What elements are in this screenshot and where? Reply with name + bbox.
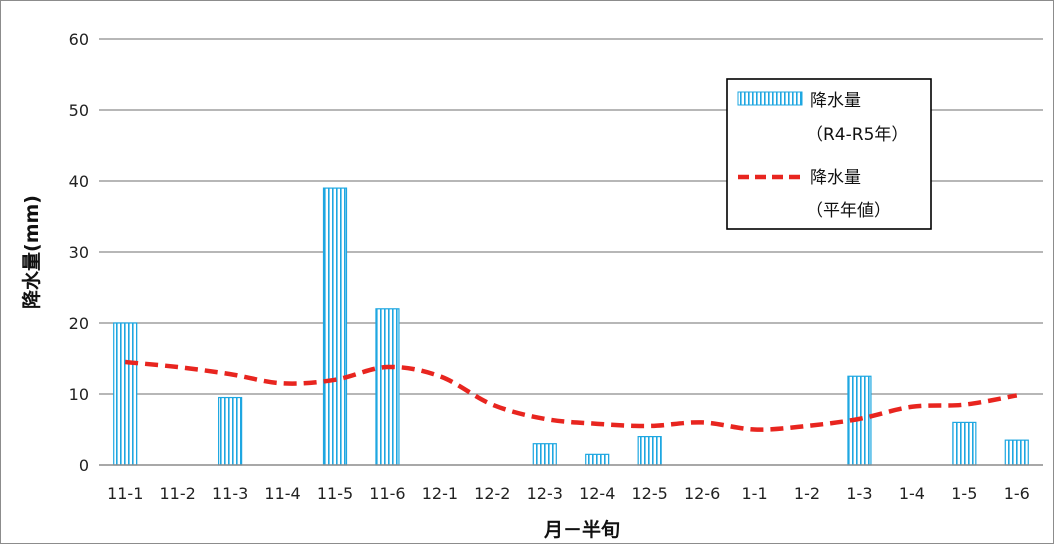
x-tick-label: 12-2 xyxy=(474,484,510,503)
legend-box xyxy=(726,78,932,230)
x-tick-label: 1-4 xyxy=(899,484,925,503)
bar-series xyxy=(113,187,1029,466)
x-axis-title: 月－半旬 xyxy=(543,518,620,541)
bar xyxy=(113,322,138,466)
y-tick-label: 40 xyxy=(69,172,89,191)
y-axis-ticks: 0 10 20 30 40 50 60 xyxy=(69,30,89,475)
legend-bar-label-line2: （R4-R5年） xyxy=(806,125,908,145)
bar xyxy=(532,443,557,466)
legend: 降水量 （R4-R5年） 降水量 （平年値） xyxy=(726,78,932,230)
y-tick-label: 30 xyxy=(69,243,89,262)
x-tick-label: 12-4 xyxy=(579,484,615,503)
x-tick-label: 1-2 xyxy=(794,484,820,503)
y-tick-label: 60 xyxy=(69,30,89,49)
bar xyxy=(952,421,977,466)
bar xyxy=(375,308,400,466)
legend-line-label-line1: 降水量 xyxy=(810,168,861,188)
y-tick-label: 0 xyxy=(79,456,89,475)
x-tick-label: 11-1 xyxy=(107,484,143,503)
x-tick-label: 1-3 xyxy=(846,484,872,503)
x-tick-label: 11-4 xyxy=(264,484,300,503)
x-tick-label: 12-6 xyxy=(684,484,720,503)
bar xyxy=(637,436,662,466)
bar xyxy=(1004,439,1029,466)
gridlines xyxy=(99,38,1043,395)
y-axis-title: 降水量(mm) xyxy=(20,195,43,309)
y-tick-label: 10 xyxy=(69,385,89,404)
x-tick-label: 1-5 xyxy=(951,484,977,503)
x-tick-label: 12-3 xyxy=(527,484,563,503)
x-tick-label: 11-3 xyxy=(212,484,248,503)
x-tick-label: 1-6 xyxy=(1004,484,1030,503)
x-tick-label: 12-5 xyxy=(632,484,668,503)
bar xyxy=(218,396,243,466)
bar xyxy=(585,453,610,466)
x-tick-label: 11-5 xyxy=(317,484,353,503)
bar xyxy=(322,187,348,466)
legend-line-label-line2: （平年値） xyxy=(806,201,891,221)
y-tick-label: 20 xyxy=(69,314,89,333)
y-tick-label: 50 xyxy=(69,101,89,120)
x-tick-label: 11-6 xyxy=(369,484,405,503)
x-tick-label: 11-2 xyxy=(160,484,196,503)
x-axis-ticks: 11-1 11-2 11-3 11-4 11-5 11-6 12-1 12-2 12-3 12-4… xyxy=(107,484,1030,503)
legend-bar-label-line1: 降水量 xyxy=(810,91,861,111)
x-tick-label: 12-1 xyxy=(422,484,458,503)
x-tick-label: 1-1 xyxy=(741,484,767,503)
legend-bar-swatch xyxy=(737,91,803,106)
